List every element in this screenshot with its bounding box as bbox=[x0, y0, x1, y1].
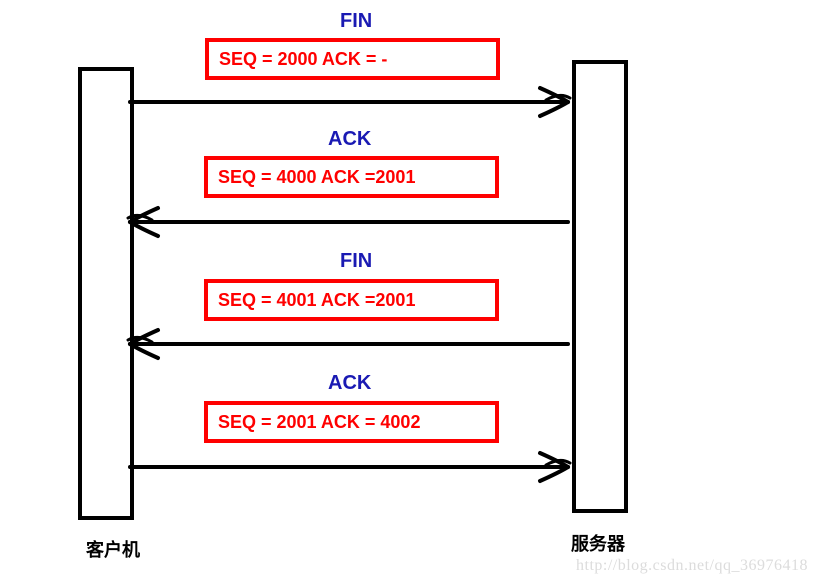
msg3-flag: FIN bbox=[340, 250, 372, 273]
watermark: http://blog.csdn.net/qq_36976418 bbox=[576, 557, 808, 575]
msg2-flag: ACK bbox=[328, 128, 371, 151]
msg3-seq-box: SEQ = 4001 ACK =2001 bbox=[204, 279, 499, 321]
msg4-flag: ACK bbox=[328, 372, 371, 395]
msg1-seq-text: SEQ = 2000 ACK = - bbox=[219, 49, 387, 70]
msg1-flag: FIN bbox=[340, 10, 372, 33]
server-lifeline bbox=[572, 60, 628, 513]
msg4-seq-text: SEQ = 2001 ACK = 4002 bbox=[218, 412, 420, 433]
msg2-seq-box: SEQ = 4000 ACK =2001 bbox=[204, 156, 499, 198]
msg4-seq-box: SEQ = 2001 ACK = 4002 bbox=[204, 401, 499, 443]
client-label: 客户机 bbox=[78, 536, 148, 562]
msg3-seq-text: SEQ = 4001 ACK =2001 bbox=[218, 290, 415, 311]
msg1-seq-box: SEQ = 2000 ACK = - bbox=[205, 38, 500, 80]
server-label: 服务器 bbox=[558, 530, 638, 556]
msg2-seq-text: SEQ = 4000 ACK =2001 bbox=[218, 167, 415, 188]
client-lifeline bbox=[78, 67, 134, 520]
